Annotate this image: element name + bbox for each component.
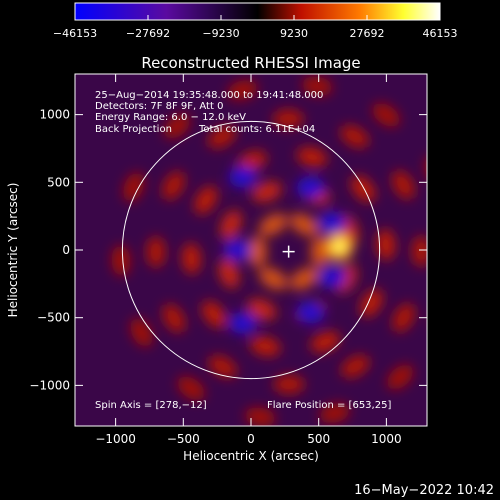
- y-tick-label: 500: [47, 175, 70, 189]
- annotation-counts: Total counts: 6.11E+04: [198, 124, 315, 135]
- y-tick-label: 0: [62, 243, 70, 257]
- annotation-energy: Energy Range: 6.0 − 12.0 keV: [95, 112, 246, 123]
- y-axis-label: Heliocentric Y (arcsec): [6, 183, 20, 318]
- plot-area: [75, 74, 427, 426]
- annotation-time-range: 25−Aug−2014 19:35:48.000 to 19:41:48.000: [95, 90, 323, 101]
- colorbar-tick-label: −46153: [53, 27, 97, 40]
- colorbar-tick-label: −9230: [202, 27, 239, 40]
- x-tick-label: 1000: [371, 432, 402, 446]
- colorbar-tick-label: −27692: [126, 27, 170, 40]
- annotation-block: 25−Aug−2014 19:35:48.000 to 19:41:48.000…: [95, 90, 391, 411]
- colorbar-tick-label: 46153: [423, 27, 458, 40]
- solar-limb-circle: [121, 120, 381, 380]
- y-tick-label: −1000: [29, 378, 70, 392]
- footer-date: 16−May−2022 10:42: [354, 483, 494, 498]
- back-projection-pattern: [111, 76, 427, 426]
- x-tick-label: −1000: [95, 432, 136, 446]
- colorbar-tick-label: 27692: [350, 27, 385, 40]
- colorbar: [74, 2, 441, 21]
- annotation-detectors: Detectors: 7F 8F 9F, Att 0: [95, 101, 223, 112]
- annotation-spin-axis: Spin Axis = [278,−12]: [95, 400, 207, 411]
- x-axis-label: Heliocentric X (arcsec): [183, 449, 319, 463]
- colorbar-ticks: −46153 −27692 −9230 9230 27692 46153: [53, 15, 458, 40]
- x-tick-label: −500: [167, 432, 200, 446]
- spin-axis-marker: [282, 245, 295, 258]
- colorbar-tick-label: 9230: [280, 27, 308, 40]
- x-tick-label: 0: [247, 432, 255, 446]
- x-axis-ticks: −1000 −500 0 500 1000: [95, 74, 402, 446]
- annotation-method: Back Projection: [95, 124, 172, 135]
- x-tick-label: 500: [307, 432, 330, 446]
- annotation-flare-position: Flare Position = [653,25]: [267, 400, 391, 411]
- y-tick-label: 1000: [39, 108, 70, 122]
- y-tick-label: −500: [37, 311, 70, 325]
- y-axis-ticks: 1000 500 0 −500 −1000: [29, 108, 427, 392]
- chart-title: Reconstructed RHESSI Image: [141, 54, 360, 72]
